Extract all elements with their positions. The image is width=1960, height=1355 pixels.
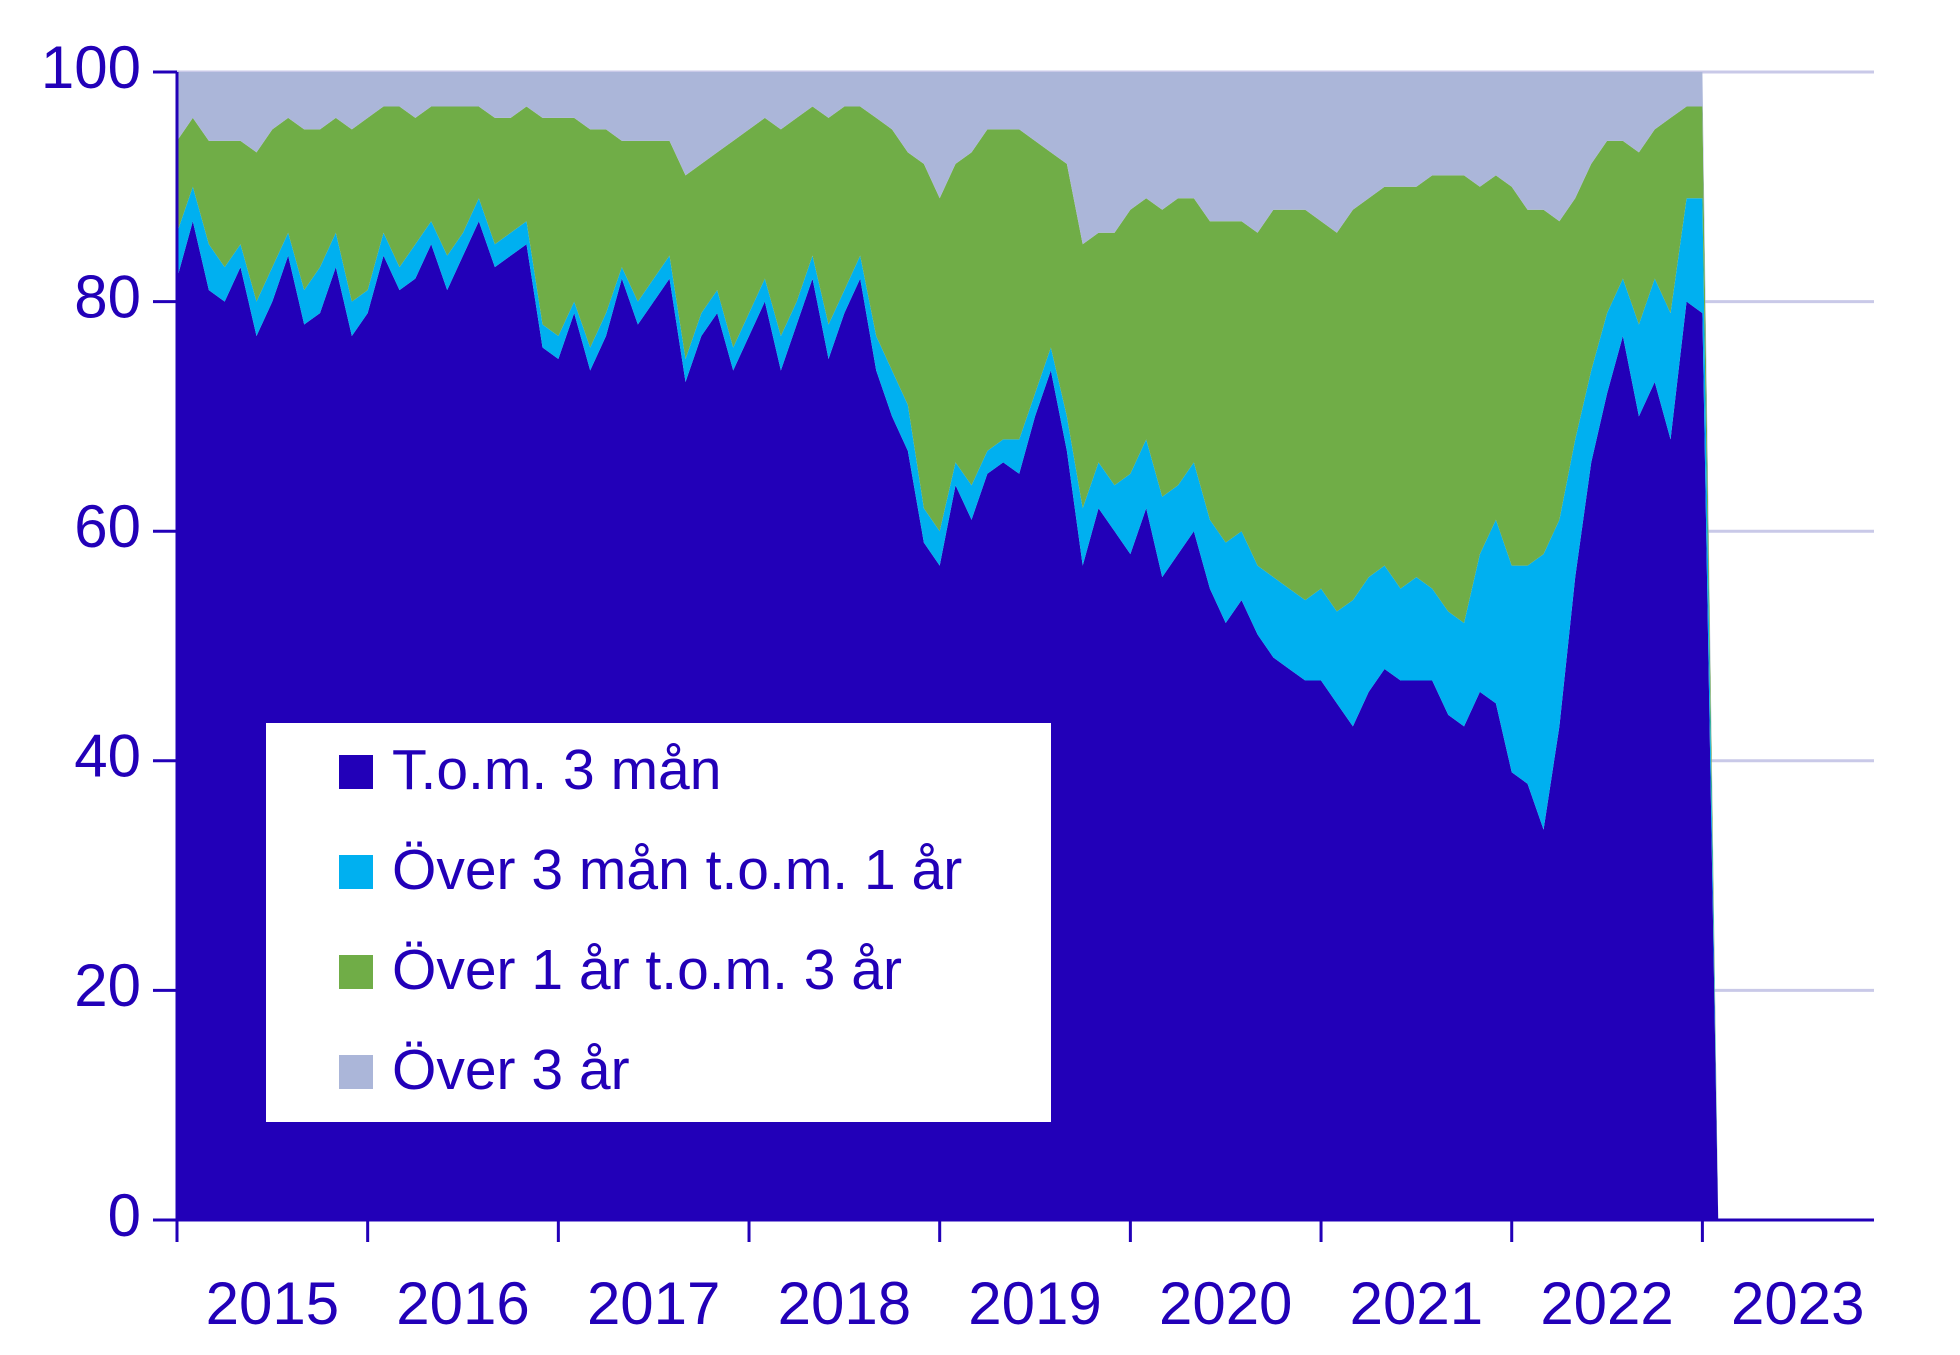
x-tick-label: 2016 <box>396 1270 529 1337</box>
x-tick-label: 2018 <box>778 1270 911 1337</box>
legend-swatch <box>339 855 373 889</box>
area <box>177 106 1719 1221</box>
x-tick-label: 2015 <box>206 1270 339 1337</box>
y-tick-label: 80 <box>74 263 141 330</box>
legend-label: Över 3 mån t.o.m. 1 år <box>392 838 962 902</box>
legend-label: T.o.m. 3 mån <box>392 738 721 802</box>
x-tick-label: 2019 <box>968 1270 1101 1337</box>
x-tick-label: 2020 <box>1159 1270 1292 1337</box>
legend: T.o.m. 3 mån Över 3 mån t.o.m. 1 år Över 1… <box>266 723 1051 1122</box>
y-tick-label: 100 <box>41 34 141 101</box>
y-tick-label: 20 <box>74 952 141 1019</box>
x-tick-label: 2017 <box>587 1270 720 1337</box>
y-tick-label: 60 <box>74 493 141 560</box>
area <box>177 72 1719 1220</box>
legend-swatch <box>339 755 373 789</box>
legend-swatch <box>339 955 373 989</box>
legend-label: Över 3 år <box>392 1038 630 1102</box>
y-tick-label: 40 <box>74 723 141 790</box>
legend-box <box>266 723 1051 1122</box>
x-tick-label: 2023 <box>1731 1270 1864 1337</box>
x-tick-label: 2022 <box>1540 1270 1673 1337</box>
legend-label: Över 1 år t.o.m. 3 år <box>392 938 902 1002</box>
x-tick-label: 2021 <box>1350 1270 1483 1337</box>
legend-swatch <box>339 1055 373 1089</box>
y-tick-label: 0 <box>108 1182 141 1249</box>
